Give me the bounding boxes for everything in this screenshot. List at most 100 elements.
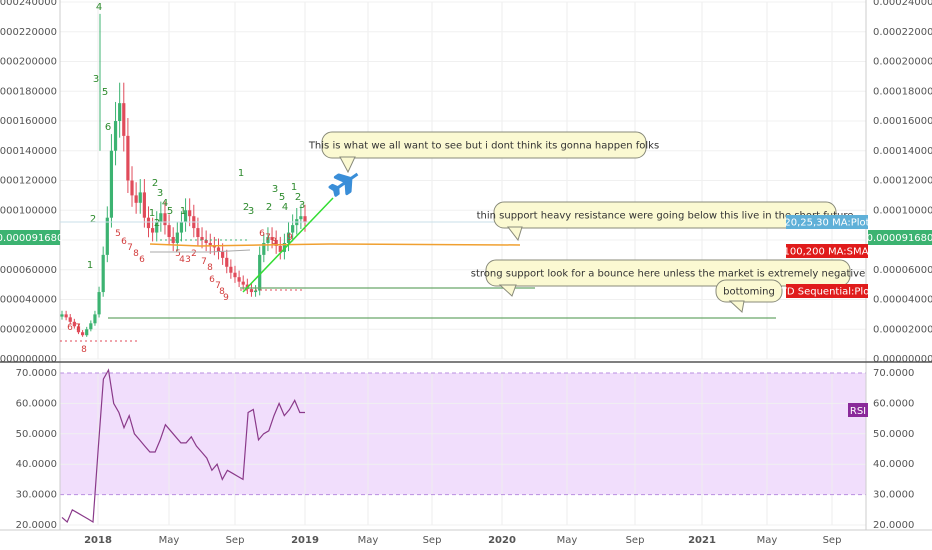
price-tick-label-left: 0.000200000: [0, 57, 57, 68]
ma-line-gray: [150, 249, 251, 253]
price-tick-label-right: 0.000240000: [873, 0, 932, 8]
candle-body: [60, 314, 64, 317]
price-tick-label-right: 0.000220000: [873, 27, 932, 38]
indicator-tag-label: TD Sequential:Plot: [780, 287, 874, 298]
indicator-tag: [786, 215, 868, 229]
annotation-text: This is what we all want to see but i do…: [308, 141, 659, 152]
td-sequential-up-label: 2: [154, 218, 160, 229]
candle-body: [64, 314, 68, 318]
rsi-tick-label-right: 60.0000: [873, 398, 914, 409]
rsi-tick-label-left: 70.0000: [16, 368, 57, 379]
annotation-bubble-tail: [728, 300, 745, 313]
candle-body: [155, 222, 159, 233]
candle-body: [159, 213, 163, 223]
price-tick-label-left: 0.000060000: [0, 265, 57, 276]
candle-body: [270, 237, 274, 240]
candle-body: [179, 222, 184, 233]
candle-body: [303, 216, 307, 223]
candle-body: [130, 180, 134, 196]
price-tick-label-left: 0.000140000: [0, 146, 57, 157]
td-sequential-up-label: 3: [299, 200, 305, 211]
price-tick-label-left: 0.000180000: [0, 86, 57, 97]
price-tick-label-left: 0.000220000: [0, 27, 57, 38]
price-tick-label-left: 0.000000000: [0, 354, 57, 365]
time-tick-label: Sep: [823, 535, 842, 546]
candle-body: [282, 242, 287, 252]
td-sequential-down-label: 8: [81, 345, 87, 355]
candle-body: [146, 217, 151, 229]
rsi-tick-label-left: 20.0000: [16, 520, 57, 531]
candle-body: [113, 121, 118, 151]
price-tick-label-right: 0.000100000: [873, 205, 932, 216]
td-sequential-down-label: 7: [127, 243, 133, 253]
td-sequential-up-label: 4: [96, 2, 102, 13]
rsi-tick-label-right: 40.0000: [873, 459, 914, 470]
price-tick-label-right: 0.000000000: [873, 354, 932, 365]
rsi-tag: [848, 403, 868, 417]
td-sequential-down-label: 4: [179, 255, 185, 265]
td-sequential-up-label: 4: [282, 202, 288, 213]
td-sequential-up-label: 1: [87, 260, 93, 271]
td-sequential-up-label: 2: [295, 192, 301, 203]
candle-body: [233, 272, 237, 278]
time-tick-label: May: [159, 535, 180, 546]
annotation-bubble: [321, 131, 647, 159]
candle-body: [134, 195, 138, 203]
td-sequential-down-label: 7: [215, 281, 221, 291]
projection-line: [242, 197, 334, 293]
indicator-tag-label: 20,25,30 MA:Plot: [784, 218, 869, 229]
price-tick-label-right: 0.000180000: [873, 86, 932, 97]
candle-body: [274, 240, 278, 246]
time-tick-label: Sep: [626, 535, 645, 546]
rsi-tag-label: RSI: [850, 406, 866, 417]
rsi-tick-label-right: 70.0000: [873, 368, 914, 379]
last-price-badge-left: [0, 230, 60, 245]
td-sequential-up-label: 3: [157, 188, 163, 199]
candle-body: [101, 254, 105, 293]
annotation-bubble-tail: [506, 226, 523, 242]
td-sequential-up-label: 2: [152, 178, 158, 189]
rsi-line: [61, 368, 305, 524]
td-sequential-up-label: 3: [272, 184, 278, 195]
td-sequential-down-label: 9: [287, 233, 293, 243]
td-sequential-down-label: 8: [219, 287, 225, 297]
candle-body: [171, 237, 175, 243]
td-sequential-down-label: 9: [223, 293, 229, 303]
candle-body: [249, 289, 254, 293]
candle-body: [105, 217, 109, 255]
candle-body: [229, 266, 233, 273]
candle-body: [216, 247, 221, 252]
td-sequential-down-label: 8: [271, 237, 277, 247]
td-sequential-down-label: 2: [191, 249, 197, 259]
time-tick-label: Sep: [423, 535, 442, 546]
price-tick-label-right: 0.000020000: [873, 324, 932, 335]
td-sequential-down-label: 5: [115, 229, 121, 239]
candle-body: [122, 103, 126, 136]
annotation-bubble: [715, 279, 783, 303]
candle-body: [262, 242, 266, 255]
td-sequential-up-label: 3: [93, 74, 99, 85]
rsi-tick-label-left: 50.0000: [16, 429, 57, 440]
td-sequential-down-label: 6: [209, 275, 215, 285]
time-tick-label: 2018: [84, 535, 112, 546]
rsi-tick-label-left: 40.0000: [16, 459, 57, 470]
candle-body: [109, 150, 114, 218]
price-tick-label-right: 0.000120000: [873, 176, 932, 187]
price-tick-label-left: 0.000120000: [0, 176, 57, 187]
indicator-tag-label: 50,100,200 MA:SMA #1: [768, 247, 887, 258]
td-sequential-up-label: 1: [180, 206, 186, 217]
candle-body: [241, 281, 245, 285]
price-tick-label-left: 0.000100000: [0, 205, 57, 216]
candle-body: [72, 321, 76, 327]
rsi-tick-label-right: 30.0000: [873, 490, 914, 501]
candle-body: [89, 323, 93, 330]
price-tick-label-right: 0.000160000: [873, 116, 932, 127]
candle-body: [175, 232, 179, 243]
candle-body: [183, 210, 188, 223]
td-sequential-down-label: 8: [207, 263, 213, 273]
candle-body: [167, 225, 171, 238]
time-tick-label: 2019: [291, 535, 319, 546]
td-sequential-down-label: 7: [201, 257, 207, 267]
